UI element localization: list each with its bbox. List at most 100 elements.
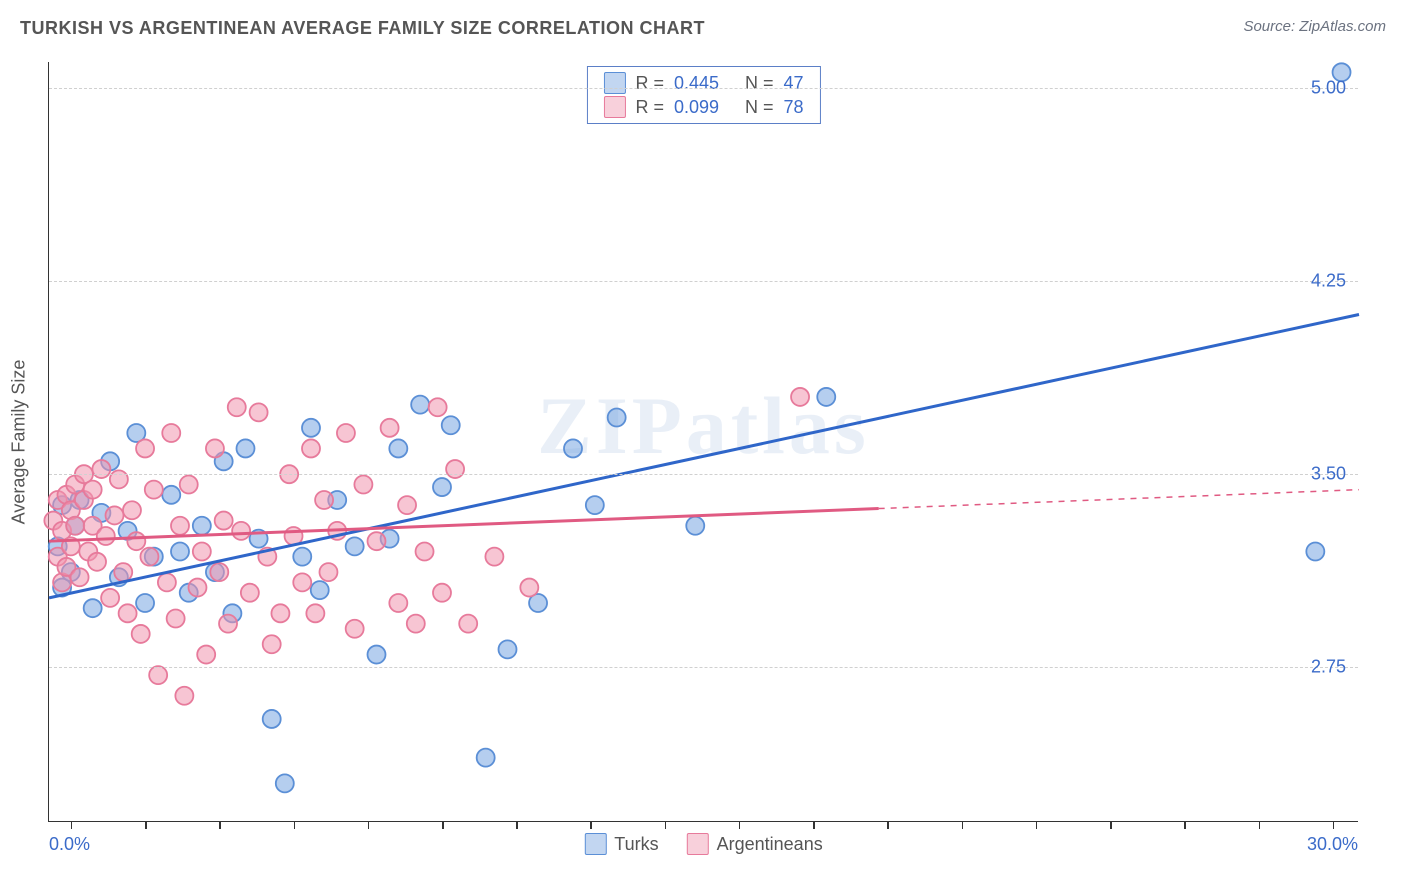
stat-r-value: 0.445: [674, 73, 719, 94]
legend-label: Turks: [614, 834, 658, 855]
scatter-point: [407, 615, 425, 633]
stat-legend: R = 0.445N = 47R = 0.099N = 78: [586, 66, 820, 124]
scatter-point: [477, 749, 495, 767]
chart-container: TURKISH VS ARGENTINEAN AVERAGE FAMILY SI…: [0, 0, 1406, 892]
scatter-point: [271, 604, 289, 622]
legend-swatch: [687, 833, 709, 855]
scatter-point: [132, 625, 150, 643]
scatter-point: [127, 532, 145, 550]
scatter-point: [210, 563, 228, 581]
gridline: [49, 474, 1358, 475]
x-tick: [442, 821, 444, 829]
plot-area: Average Family Size ZIPatlas R = 0.445N …: [48, 62, 1358, 822]
x-tick: [1259, 821, 1261, 829]
scatter-point: [293, 548, 311, 566]
scatter-point: [71, 568, 89, 586]
scatter-point: [92, 460, 110, 478]
scatter-point: [215, 512, 233, 530]
scatter-point: [398, 496, 416, 514]
scatter-point: [84, 481, 102, 499]
x-tick: [813, 821, 815, 829]
scatter-point: [188, 579, 206, 597]
scatter-point: [346, 620, 364, 638]
scatter-point: [608, 409, 626, 427]
scatter-point: [368, 646, 386, 664]
scatter-point: [66, 517, 84, 535]
scatter-point: [171, 542, 189, 560]
scatter-point: [302, 439, 320, 457]
legend-swatch: [603, 72, 625, 94]
scatter-point: [791, 388, 809, 406]
scatter-point: [293, 573, 311, 591]
x-tick: [1036, 821, 1038, 829]
x-tick: [219, 821, 221, 829]
scatter-point: [433, 584, 451, 602]
scatter-point: [315, 491, 333, 509]
scatter-point: [158, 573, 176, 591]
x-tick: [739, 821, 741, 829]
scatter-point: [485, 548, 503, 566]
legend-label: Argentineans: [717, 834, 823, 855]
scatter-point: [114, 563, 132, 581]
scatter-point: [499, 640, 517, 658]
title-bar: TURKISH VS ARGENTINEAN AVERAGE FAMILY SI…: [20, 18, 1386, 39]
y-tick-label: 3.50: [1311, 464, 1346, 485]
scatter-point: [250, 403, 268, 421]
legend-item: Argentineans: [687, 833, 823, 855]
x-max-label: 30.0%: [1307, 834, 1358, 855]
y-tick-label: 4.25: [1311, 270, 1346, 291]
scatter-point: [241, 584, 259, 602]
gridline: [49, 281, 1358, 282]
chart-svg: [49, 62, 1358, 821]
chart-title: TURKISH VS ARGENTINEAN AVERAGE FAMILY SI…: [20, 18, 705, 39]
scatter-point: [276, 774, 294, 792]
scatter-point: [817, 388, 835, 406]
scatter-point: [263, 710, 281, 728]
scatter-point: [88, 553, 106, 571]
x-tick: [145, 821, 147, 829]
x-tick: [962, 821, 964, 829]
scatter-point: [446, 460, 464, 478]
legend-swatch: [584, 833, 606, 855]
stat-n-value: 47: [784, 73, 804, 94]
scatter-point: [442, 416, 460, 434]
scatter-point: [237, 439, 255, 457]
scatter-point: [193, 542, 211, 560]
scatter-point: [416, 542, 434, 560]
scatter-point: [206, 439, 224, 457]
scatter-point: [459, 615, 477, 633]
bottom-legend: Turks Argentineans: [584, 833, 822, 855]
gridline: [49, 667, 1358, 668]
y-tick-label: 2.75: [1311, 657, 1346, 678]
scatter-point: [429, 398, 447, 416]
stat-r-label: R =: [635, 97, 664, 118]
scatter-point: [136, 439, 154, 457]
scatter-point: [337, 424, 355, 442]
x-tick: [665, 821, 667, 829]
scatter-point: [101, 589, 119, 607]
scatter-point: [381, 419, 399, 437]
stat-legend-row: R = 0.445N = 47: [587, 71, 819, 95]
legend-swatch: [603, 96, 625, 118]
scatter-point: [145, 481, 163, 499]
y-tick-label: 5.00: [1311, 77, 1346, 98]
x-tick: [71, 821, 73, 829]
scatter-point: [193, 517, 211, 535]
stat-r-value: 0.099: [674, 97, 719, 118]
scatter-point: [84, 599, 102, 617]
scatter-point: [162, 424, 180, 442]
stat-n-value: 78: [784, 97, 804, 118]
legend-item: Turks: [584, 833, 658, 855]
stat-legend-row: R = 0.099N = 78: [587, 95, 819, 119]
x-tick: [887, 821, 889, 829]
x-tick: [1333, 821, 1335, 829]
scatter-point: [110, 470, 128, 488]
x-tick: [516, 821, 518, 829]
scatter-point: [149, 666, 167, 684]
scatter-point: [433, 478, 451, 496]
x-tick: [590, 821, 592, 829]
scatter-point: [1306, 542, 1324, 560]
scatter-point: [140, 548, 158, 566]
scatter-point: [311, 581, 329, 599]
x-tick: [1110, 821, 1112, 829]
